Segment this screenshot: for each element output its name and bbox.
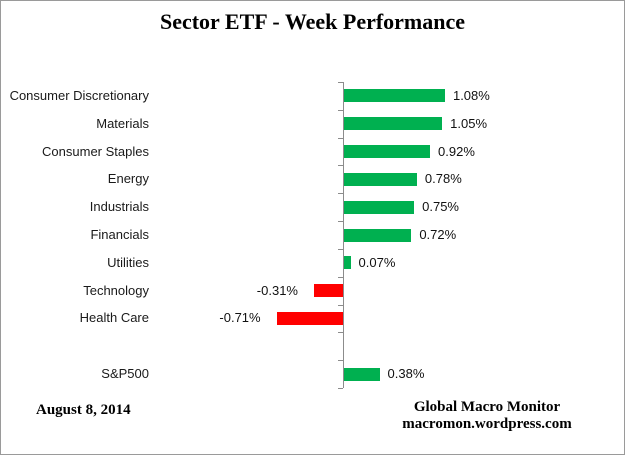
negative-bar: [314, 284, 343, 298]
axis-tick: [338, 360, 343, 362]
positive-bar: [344, 89, 445, 103]
value-label: 0.92%: [438, 143, 475, 159]
value-label: -0.31%: [256, 282, 298, 298]
value-label: 0.78%: [424, 171, 462, 187]
value-label: 0.72%: [419, 227, 457, 242]
value-label: -0.71%: [219, 310, 261, 326]
axis-tick: [338, 332, 343, 334]
category-label: Health Care: [79, 310, 149, 326]
axis-tick: [338, 248, 343, 250]
positive-bar: [344, 228, 412, 242]
positive-bar: [344, 117, 443, 131]
value-label: 0.07%: [358, 254, 396, 270]
category-label: Financials: [90, 227, 149, 242]
value-label: 1.05%: [450, 115, 488, 131]
category-axis-line: [343, 82, 344, 388]
axis-tick: [338, 109, 343, 111]
negative-bar: [276, 311, 343, 325]
axis-tick: [338, 304, 343, 306]
positive-bar: [344, 367, 380, 381]
axis-tick: [338, 276, 343, 278]
category-label: Technology: [83, 282, 149, 298]
category-label: Utilities: [107, 254, 149, 270]
chart-title: Sector ETF - Week Performance: [159, 9, 466, 34]
value-label: 0.75%: [422, 199, 459, 215]
category-label: Energy: [107, 171, 149, 187]
positive-bar: [344, 200, 415, 214]
credit-line-1: Global Macro Monitor: [413, 399, 561, 415]
category-label: Industrials: [89, 199, 149, 215]
positive-bar: [344, 172, 417, 186]
category-label: Materials: [96, 115, 149, 131]
value-label: 0.38%: [387, 366, 425, 382]
axis-tick: [338, 82, 343, 83]
axis-tick: [338, 165, 343, 167]
category-label: Consumer Staples: [42, 143, 149, 159]
footer-date: August 8, 2014: [36, 402, 131, 418]
axis-tick: [338, 388, 343, 389]
positive-bar: [344, 145, 431, 159]
category-label: Consumer Discretionary: [9, 87, 149, 103]
category-label: S&P500: [101, 366, 149, 382]
axis-tick: [338, 221, 343, 223]
axis-tick: [338, 137, 343, 139]
value-label: 1.08%: [452, 87, 490, 103]
credit-line-2: macromon.wordpress.com: [402, 416, 572, 432]
positive-bar: [344, 256, 351, 270]
footer-credit: Global Macro Monitor macromon.wordpress.…: [347, 399, 624, 433]
axis-tick: [338, 193, 343, 195]
